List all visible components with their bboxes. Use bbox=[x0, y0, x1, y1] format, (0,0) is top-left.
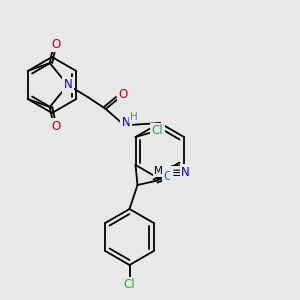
Text: Cl: Cl bbox=[124, 278, 135, 292]
Text: O: O bbox=[118, 88, 128, 100]
Text: H: H bbox=[130, 112, 138, 122]
Text: ≡: ≡ bbox=[172, 167, 183, 181]
Text: Cl: Cl bbox=[152, 124, 163, 137]
Text: N: N bbox=[181, 166, 190, 178]
Text: O: O bbox=[51, 38, 60, 50]
Text: O: O bbox=[51, 119, 60, 133]
Text: Me: Me bbox=[154, 166, 169, 176]
Text: N: N bbox=[63, 79, 72, 92]
Text: C: C bbox=[164, 169, 172, 182]
Text: N: N bbox=[122, 116, 130, 130]
